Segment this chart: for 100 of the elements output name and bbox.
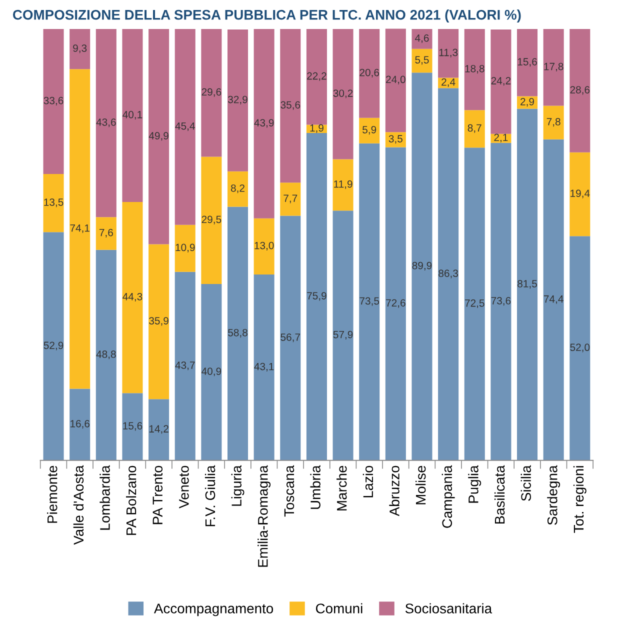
- bar: [148, 29, 170, 244]
- data-label: 11,3: [439, 48, 458, 58]
- bar: [254, 29, 274, 218]
- bar: [280, 182, 301, 216]
- x-tick-label: Molise: [416, 466, 426, 504]
- x-tick-label: Marche: [336, 466, 347, 510]
- data-label: 15,6: [123, 422, 142, 431]
- data-label: 72,6: [386, 299, 406, 308]
- bar: [332, 210, 354, 460]
- x-tick-label: PA Trento: [152, 466, 163, 524]
- bar: [96, 250, 116, 460]
- data-label: 74,4: [544, 295, 564, 304]
- bar: [516, 108, 538, 460]
- data-label: 32,9: [228, 96, 248, 104]
- x-tick-label: Campania: [442, 465, 455, 528]
- data-label: 75,9: [307, 292, 326, 301]
- bar: [543, 106, 564, 140]
- data-label: 13,0: [254, 242, 274, 250]
- x-tick-label: Sardegna: [547, 465, 560, 525]
- bar: [174, 29, 196, 225]
- bar: [96, 217, 116, 250]
- data-label: 49,9: [148, 132, 168, 141]
- bar: [227, 29, 248, 172]
- x-tick-label: Valle d'Aosta: [73, 465, 84, 545]
- data-label: 24,2: [491, 77, 511, 86]
- data-label: 5,5: [415, 56, 429, 65]
- x-tick-label: Lombardia: [100, 465, 110, 530]
- bar: [96, 29, 116, 218]
- data-label: 57,9: [333, 330, 353, 340]
- bar: [332, 159, 354, 211]
- bar: [174, 224, 196, 272]
- data-label: 8,2: [230, 184, 244, 194]
- x-tick-label: Tot. regioni: [573, 466, 586, 533]
- bar: [359, 118, 380, 144]
- bar: [412, 72, 432, 460]
- bar: [70, 388, 90, 460]
- chart-title: COMPOSIZIONE DELLA SPESA PUBBLICA PER LTC. ANNO 2021 (VALORI %): [12, 10, 521, 22]
- x-tick-label: Puglia: [468, 465, 482, 503]
- data-label: 44,3: [122, 292, 142, 302]
- bar: [254, 218, 274, 274]
- data-label: 29,6: [202, 88, 222, 97]
- bar: [516, 29, 538, 96]
- data-label: 2,9: [520, 98, 534, 107]
- bar: [201, 156, 222, 284]
- bar: [43, 232, 64, 460]
- x-tick-label: F.V. Giulia: [204, 465, 216, 526]
- data-label: 7,6: [99, 228, 113, 238]
- data-label: 43,6: [96, 118, 116, 128]
- legend-label: Comuni: [316, 603, 362, 614]
- data-label: 74,1: [70, 224, 90, 233]
- data-label: 16,6: [70, 420, 90, 429]
- x-tick-label: PA Bolzano: [126, 466, 136, 535]
- data-label: 14,2: [149, 425, 168, 434]
- bar: [148, 399, 170, 460]
- bar: [201, 29, 222, 157]
- data-label: 2,4: [442, 78, 456, 87]
- x-tick-label: Emilia-Romagna: [258, 465, 271, 567]
- data-label: 2,1: [494, 134, 508, 142]
- bar: [43, 29, 64, 174]
- data-label: 56,7: [280, 334, 300, 342]
- data-label: 9,3: [73, 44, 87, 54]
- bar: [122, 393, 143, 460]
- bar: [570, 29, 590, 152]
- x-tick-label: Piemonte: [47, 466, 58, 523]
- data-label: 45,4: [175, 122, 195, 131]
- bar: [438, 88, 459, 460]
- bar: [570, 236, 590, 460]
- data-label: 52,0: [570, 344, 590, 352]
- data-label: 7,8: [546, 118, 560, 127]
- x-tick-label: Veneto: [179, 466, 189, 508]
- data-label: 22,2: [307, 72, 326, 81]
- bar: [280, 29, 301, 183]
- x-tick-label: Umbria: [310, 465, 320, 509]
- bar: [359, 143, 380, 460]
- bar: [385, 147, 406, 460]
- bar: [438, 29, 459, 78]
- bar: [122, 29, 143, 202]
- data-label: 28,6: [570, 86, 590, 95]
- bar: [148, 244, 170, 400]
- data-label: 58,8: [228, 328, 248, 338]
- data-label: 43,1: [254, 362, 274, 372]
- data-label: 73,6: [491, 297, 511, 306]
- bar: [412, 29, 432, 49]
- bar: [70, 29, 90, 70]
- bar: [70, 69, 90, 389]
- bar: [464, 148, 485, 460]
- data-label: 48,8: [96, 350, 116, 360]
- bar: [254, 274, 274, 460]
- bar: [359, 29, 380, 118]
- data-label: 35,6: [280, 101, 300, 110]
- data-label: 13,5: [44, 198, 64, 208]
- data-label: 17,8: [544, 62, 564, 72]
- data-label: 7,7: [284, 194, 298, 204]
- data-label: 20,6: [360, 68, 380, 78]
- data-label: 11,9: [334, 180, 352, 189]
- bar: [43, 174, 64, 232]
- bar: [543, 29, 564, 106]
- bar: [306, 132, 327, 460]
- data-label: 73,5: [360, 297, 380, 306]
- data-label: 24,0: [386, 76, 406, 84]
